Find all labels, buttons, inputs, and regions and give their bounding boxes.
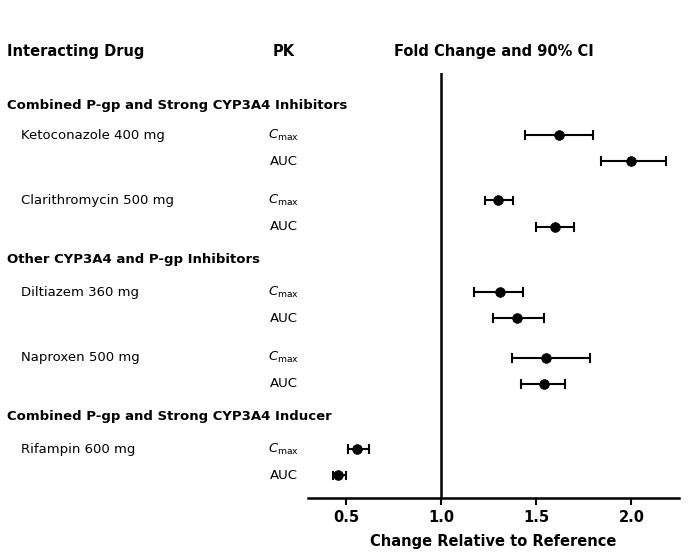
Text: Interacting Drug: Interacting Drug (7, 44, 144, 59)
Text: AUC: AUC (270, 312, 298, 325)
Text: AUC: AUC (270, 469, 298, 482)
Text: Combined P-gp and Strong CYP3A4 Inducer: Combined P-gp and Strong CYP3A4 Inducer (7, 410, 332, 423)
Text: Diltiazem 360 mg: Diltiazem 360 mg (21, 286, 139, 298)
Text: $C_{\mathregular{max}}$: $C_{\mathregular{max}}$ (268, 284, 299, 300)
Text: Fold Change and 90% CI: Fold Change and 90% CI (393, 44, 594, 59)
Text: Ketoconazole 400 mg: Ketoconazole 400 mg (21, 128, 165, 142)
Text: PK: PK (272, 44, 295, 59)
Text: AUC: AUC (270, 220, 298, 233)
Text: $C_{\mathregular{max}}$: $C_{\mathregular{max}}$ (268, 442, 299, 457)
Text: Other CYP3A4 and P-gp Inhibitors: Other CYP3A4 and P-gp Inhibitors (7, 253, 260, 266)
Text: Naproxen 500 mg: Naproxen 500 mg (21, 351, 140, 364)
Text: $C_{\mathregular{max}}$: $C_{\mathregular{max}}$ (268, 193, 299, 208)
Text: Combined P-gp and Strong CYP3A4 Inhibitors: Combined P-gp and Strong CYP3A4 Inhibito… (7, 99, 347, 112)
Text: $C_{\mathregular{max}}$: $C_{\mathregular{max}}$ (268, 128, 299, 143)
Text: AUC: AUC (270, 377, 298, 390)
Text: Clarithromycin 500 mg: Clarithromycin 500 mg (21, 194, 174, 207)
Text: $C_{\mathregular{max}}$: $C_{\mathregular{max}}$ (268, 350, 299, 365)
Text: Rifampin 600 mg: Rifampin 600 mg (21, 443, 135, 456)
X-axis label: Change Relative to Reference: Change Relative to Reference (370, 534, 617, 549)
Text: AUC: AUC (270, 155, 298, 167)
